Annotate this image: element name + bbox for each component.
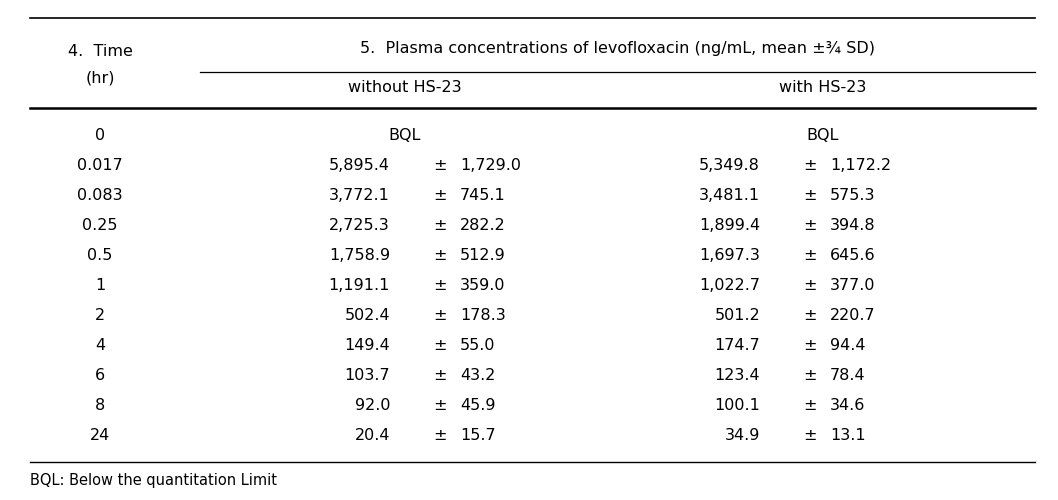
Text: 1,697.3: 1,697.3 — [699, 248, 760, 262]
Text: 1,729.0: 1,729.0 — [460, 158, 521, 172]
Text: ±: ± — [433, 248, 446, 262]
Text: 1,172.2: 1,172.2 — [829, 158, 891, 172]
Text: 43.2: 43.2 — [460, 368, 495, 382]
Text: BQL: BQL — [388, 128, 421, 142]
Text: 13.1: 13.1 — [829, 428, 865, 442]
Text: 502.4: 502.4 — [344, 308, 390, 322]
Text: ±: ± — [803, 308, 817, 322]
Text: ±: ± — [803, 368, 817, 382]
Text: 377.0: 377.0 — [829, 278, 876, 292]
Text: ±: ± — [803, 428, 817, 442]
Text: 94.4: 94.4 — [829, 338, 865, 352]
Text: ±: ± — [433, 218, 446, 232]
Text: ±: ± — [803, 338, 817, 352]
Text: 5,895.4: 5,895.4 — [329, 158, 390, 172]
Text: 2,725.3: 2,725.3 — [329, 218, 390, 232]
Text: ±: ± — [803, 188, 817, 202]
Text: 178.3: 178.3 — [460, 308, 506, 322]
Text: 34.6: 34.6 — [829, 398, 865, 412]
Text: BQL: BQL — [806, 128, 839, 142]
Text: 1,191.1: 1,191.1 — [329, 278, 390, 292]
Text: 575.3: 575.3 — [829, 188, 876, 202]
Text: 8: 8 — [95, 398, 105, 412]
Text: 3,481.1: 3,481.1 — [699, 188, 760, 202]
Text: 78.4: 78.4 — [829, 368, 865, 382]
Text: 1,022.7: 1,022.7 — [699, 278, 760, 292]
Text: 0.017: 0.017 — [77, 158, 123, 172]
Text: 645.6: 645.6 — [829, 248, 876, 262]
Text: ±: ± — [433, 188, 446, 202]
Text: 0: 0 — [95, 128, 105, 142]
Text: ±: ± — [433, 338, 446, 352]
Text: 174.7: 174.7 — [714, 338, 760, 352]
Text: 5.  Plasma concentrations of levofloxacin (ng/mL, mean ±¾ SD): 5. Plasma concentrations of levofloxacin… — [360, 40, 875, 56]
Text: 0.083: 0.083 — [77, 188, 123, 202]
Text: 15.7: 15.7 — [460, 428, 495, 442]
Text: ±: ± — [433, 428, 446, 442]
Text: with HS-23: with HS-23 — [779, 80, 867, 96]
Text: 103.7: 103.7 — [344, 368, 390, 382]
Text: 20.4: 20.4 — [354, 428, 390, 442]
Text: ±: ± — [433, 368, 446, 382]
Text: 55.0: 55.0 — [460, 338, 495, 352]
Text: 6: 6 — [95, 368, 105, 382]
Text: 4.  Time: 4. Time — [68, 44, 132, 60]
Text: 745.1: 745.1 — [460, 188, 506, 202]
Text: ±: ± — [803, 218, 817, 232]
Text: ±: ± — [803, 398, 817, 412]
Text: ±: ± — [803, 248, 817, 262]
Text: ±: ± — [803, 158, 817, 172]
Text: 282.2: 282.2 — [460, 218, 506, 232]
Text: 24: 24 — [90, 428, 110, 442]
Text: ±: ± — [433, 278, 446, 292]
Text: 149.4: 149.4 — [344, 338, 390, 352]
Text: 123.4: 123.4 — [714, 368, 760, 382]
Text: 0.25: 0.25 — [83, 218, 117, 232]
Text: 0.5: 0.5 — [88, 248, 113, 262]
Text: ±: ± — [433, 398, 446, 412]
Text: 1: 1 — [95, 278, 105, 292]
Text: 1,899.4: 1,899.4 — [699, 218, 760, 232]
Text: 4: 4 — [95, 338, 105, 352]
Text: 5,349.8: 5,349.8 — [699, 158, 760, 172]
Text: ±: ± — [433, 158, 446, 172]
Text: 92.0: 92.0 — [354, 398, 390, 412]
Text: 394.8: 394.8 — [829, 218, 876, 232]
Text: 359.0: 359.0 — [460, 278, 506, 292]
Text: 220.7: 220.7 — [829, 308, 876, 322]
Text: 3,772.1: 3,772.1 — [329, 188, 390, 202]
Text: without HS-23: without HS-23 — [348, 80, 461, 96]
Text: 45.9: 45.9 — [460, 398, 495, 412]
Text: (hr): (hr) — [86, 70, 114, 86]
Text: 100.1: 100.1 — [714, 398, 760, 412]
Text: 2: 2 — [95, 308, 105, 322]
Text: 1,758.9: 1,758.9 — [329, 248, 390, 262]
Text: 34.9: 34.9 — [725, 428, 760, 442]
Text: 501.2: 501.2 — [714, 308, 760, 322]
Text: ±: ± — [433, 308, 446, 322]
Text: ±: ± — [803, 278, 817, 292]
Text: 512.9: 512.9 — [460, 248, 506, 262]
Text: BQL: Below the quantitation Limit: BQL: Below the quantitation Limit — [30, 472, 277, 488]
